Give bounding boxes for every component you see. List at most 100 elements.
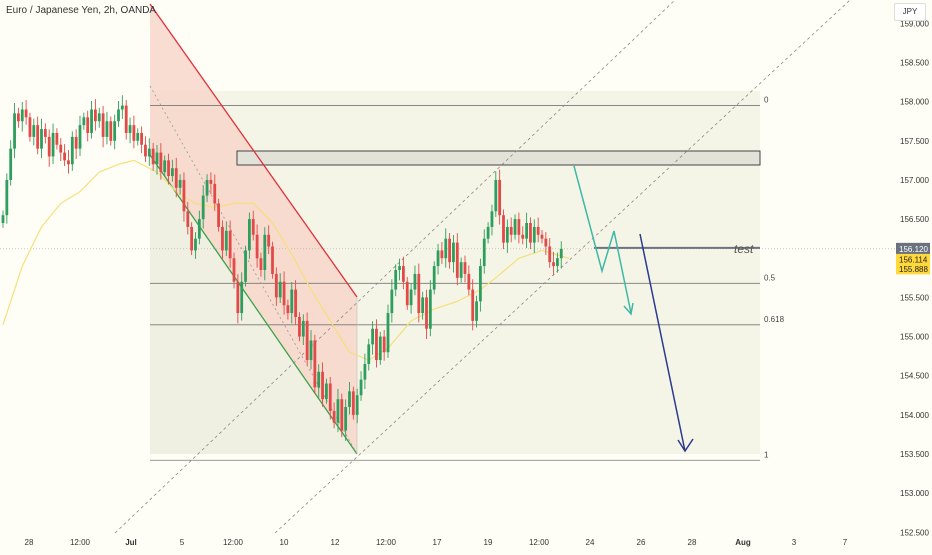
candle: [209, 172, 213, 195]
candle-body: [552, 262, 555, 267]
price-axis-tick: 154.000: [900, 411, 929, 420]
time-axis-tick: 28: [25, 538, 34, 547]
candle: [517, 212, 521, 244]
candle: [190, 222, 194, 256]
candle-body: [390, 289, 394, 314]
candle: [490, 204, 494, 236]
candle: [244, 245, 247, 287]
candle: [251, 210, 255, 241]
candle: [317, 364, 321, 398]
candle-body: [182, 179, 186, 212]
candle-body: [502, 215, 505, 243]
candle: [205, 174, 209, 203]
candle: [5, 173, 9, 224]
candle-body: [213, 183, 217, 204]
price-tag-value: 155.888: [899, 265, 928, 274]
candle-body: [421, 297, 425, 314]
price-axis-tick: 152.500: [900, 528, 929, 537]
candle-body: [221, 226, 224, 251]
candle: [90, 101, 93, 139]
candle: [390, 279, 394, 323]
candle: [28, 112, 32, 142]
candle-body: [298, 316, 301, 337]
candle-body: [140, 132, 143, 145]
candle-body: [321, 371, 324, 400]
candle: [286, 299, 290, 320]
candle-body: [467, 273, 471, 290]
candle: [20, 101, 24, 132]
candle-body: [521, 234, 525, 239]
candle: [321, 362, 324, 407]
candle: [224, 222, 228, 257]
candle-body: [174, 168, 178, 188]
candle-body: [371, 328, 374, 345]
candle-body: [479, 266, 482, 302]
navy-arrowhead: [677, 438, 694, 453]
currency-button[interactable]: JPY: [894, 3, 926, 21]
candle: [228, 220, 232, 268]
candle-body: [67, 160, 70, 165]
candle: [163, 155, 167, 177]
time-axis-tick: Aug: [735, 538, 751, 547]
time-axis-tick: 5: [180, 538, 185, 547]
candle-body: [17, 113, 20, 122]
candle: [301, 314, 305, 346]
candle: [136, 128, 140, 146]
candle: [328, 376, 332, 420]
candle-body: [51, 132, 55, 157]
candle: [509, 217, 513, 243]
candle-body: [36, 125, 40, 149]
candle: [236, 274, 240, 324]
price-tag: 156.114: [896, 253, 930, 265]
candle: [174, 157, 178, 198]
candle: [240, 272, 244, 321]
candle-body: [101, 113, 105, 137]
candle-body: [556, 258, 559, 267]
candle-body: [363, 363, 367, 380]
candle-body: [409, 289, 413, 306]
candle: [63, 144, 66, 167]
candle: [113, 114, 117, 150]
candle-body: [344, 407, 348, 431]
candle: [263, 227, 267, 281]
candle-body: [63, 152, 66, 161]
candle: [47, 129, 51, 167]
time-axis-tick: 10: [280, 538, 289, 547]
candles: [1, 95, 563, 441]
time-axis-tick: 12:00: [376, 538, 397, 547]
candle-body: [86, 117, 90, 133]
candle-body: [240, 281, 244, 314]
candle: [217, 198, 220, 232]
candle: [505, 219, 509, 253]
price-axis-tick: 158.000: [900, 98, 929, 107]
candle-body: [194, 238, 197, 251]
candle-body: [317, 371, 321, 388]
candle: [382, 329, 386, 361]
candle-body: [351, 391, 355, 415]
price-axis-tick: 155.000: [900, 333, 929, 342]
candle: [221, 220, 224, 259]
candle-body: [128, 125, 132, 133]
candle: [282, 271, 286, 315]
candle: [32, 118, 36, 146]
candle: [471, 279, 475, 331]
candle: [259, 252, 263, 277]
candle: [405, 277, 409, 310]
candle-body: [375, 328, 378, 361]
time-axis-tick: 7: [843, 538, 848, 547]
candle-body: [109, 121, 113, 141]
candle-body: [124, 105, 128, 133]
candle: [459, 257, 463, 283]
resistance-box: [236, 150, 761, 166]
candle-body: [536, 226, 540, 235]
chart-text: 0 0.5 0.618 1 test: [734, 96, 785, 460]
candle: [548, 238, 552, 268]
candle: [51, 123, 55, 164]
candle-body: [40, 129, 43, 149]
candle-body: [205, 179, 209, 196]
candle-body: [532, 226, 536, 243]
candle: [421, 291, 425, 320]
candle-body: [529, 223, 532, 243]
